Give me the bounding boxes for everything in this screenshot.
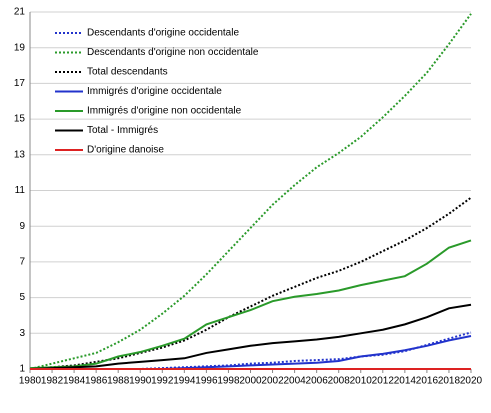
- y-tick-label: 5: [19, 292, 25, 303]
- x-tick-label: 1984: [63, 376, 86, 387]
- legend-label: Immigrés d'origine non occidentale: [87, 106, 242, 117]
- series-line: [29, 196, 472, 370]
- x-tick-label: 2020: [460, 376, 483, 387]
- y-tick-label: 13: [14, 149, 26, 160]
- x-tick-label: 2010: [350, 376, 373, 387]
- legend-label: Total descendants: [87, 67, 168, 78]
- series-line: [29, 13, 472, 370]
- legend-label: Descendants d'origine occidentale: [87, 28, 239, 39]
- y-tick-label: 19: [14, 42, 26, 53]
- y-tick-label: 7: [19, 257, 25, 268]
- y-tick-label: 17: [14, 78, 26, 89]
- x-tick-label: 2012: [372, 376, 395, 387]
- legend-label: Descendants d'origine non occidentale: [87, 47, 259, 58]
- series-line: [29, 303, 472, 370]
- series-line: [29, 239, 472, 370]
- legend-label: Immigrés d'origine occidentale: [87, 86, 222, 97]
- y-tick-label: 11: [15, 185, 26, 196]
- x-tick-label: 2002: [261, 376, 284, 387]
- x-tick-label: 2018: [438, 376, 461, 387]
- legend-label: D'origine danoise: [87, 145, 164, 156]
- x-tick-label: 1998: [217, 376, 240, 387]
- legend-label: Total - Immigrés: [87, 125, 158, 136]
- x-tick-label: 2016: [416, 376, 439, 387]
- x-tick-label: 2004: [283, 376, 306, 387]
- x-tick-label: 1994: [173, 376, 196, 387]
- y-tick-label: 9: [19, 221, 25, 232]
- x-tick-label: 2000: [239, 376, 262, 387]
- x-tick-label: 1996: [195, 376, 218, 387]
- x-tick-label: 2006: [306, 376, 329, 387]
- legend: Descendants d'origine occidentale Descend…: [55, 28, 259, 156]
- x-tick-label: 1986: [85, 376, 108, 387]
- y-tick-label: 21: [14, 7, 26, 18]
- x-tick-label: 1990: [129, 376, 152, 387]
- x-tick-label: 2008: [328, 376, 351, 387]
- y-tick-label: 1: [19, 364, 25, 375]
- y-tick-label: 3: [19, 328, 25, 339]
- x-tick-label: 1992: [151, 376, 174, 387]
- x-tick-label: 1988: [107, 376, 130, 387]
- x-tick-label: 1980: [19, 376, 42, 387]
- x-tick-label: 2014: [394, 376, 417, 387]
- y-tick-label: 15: [14, 114, 26, 125]
- x-tick-label: 1982: [41, 376, 64, 387]
